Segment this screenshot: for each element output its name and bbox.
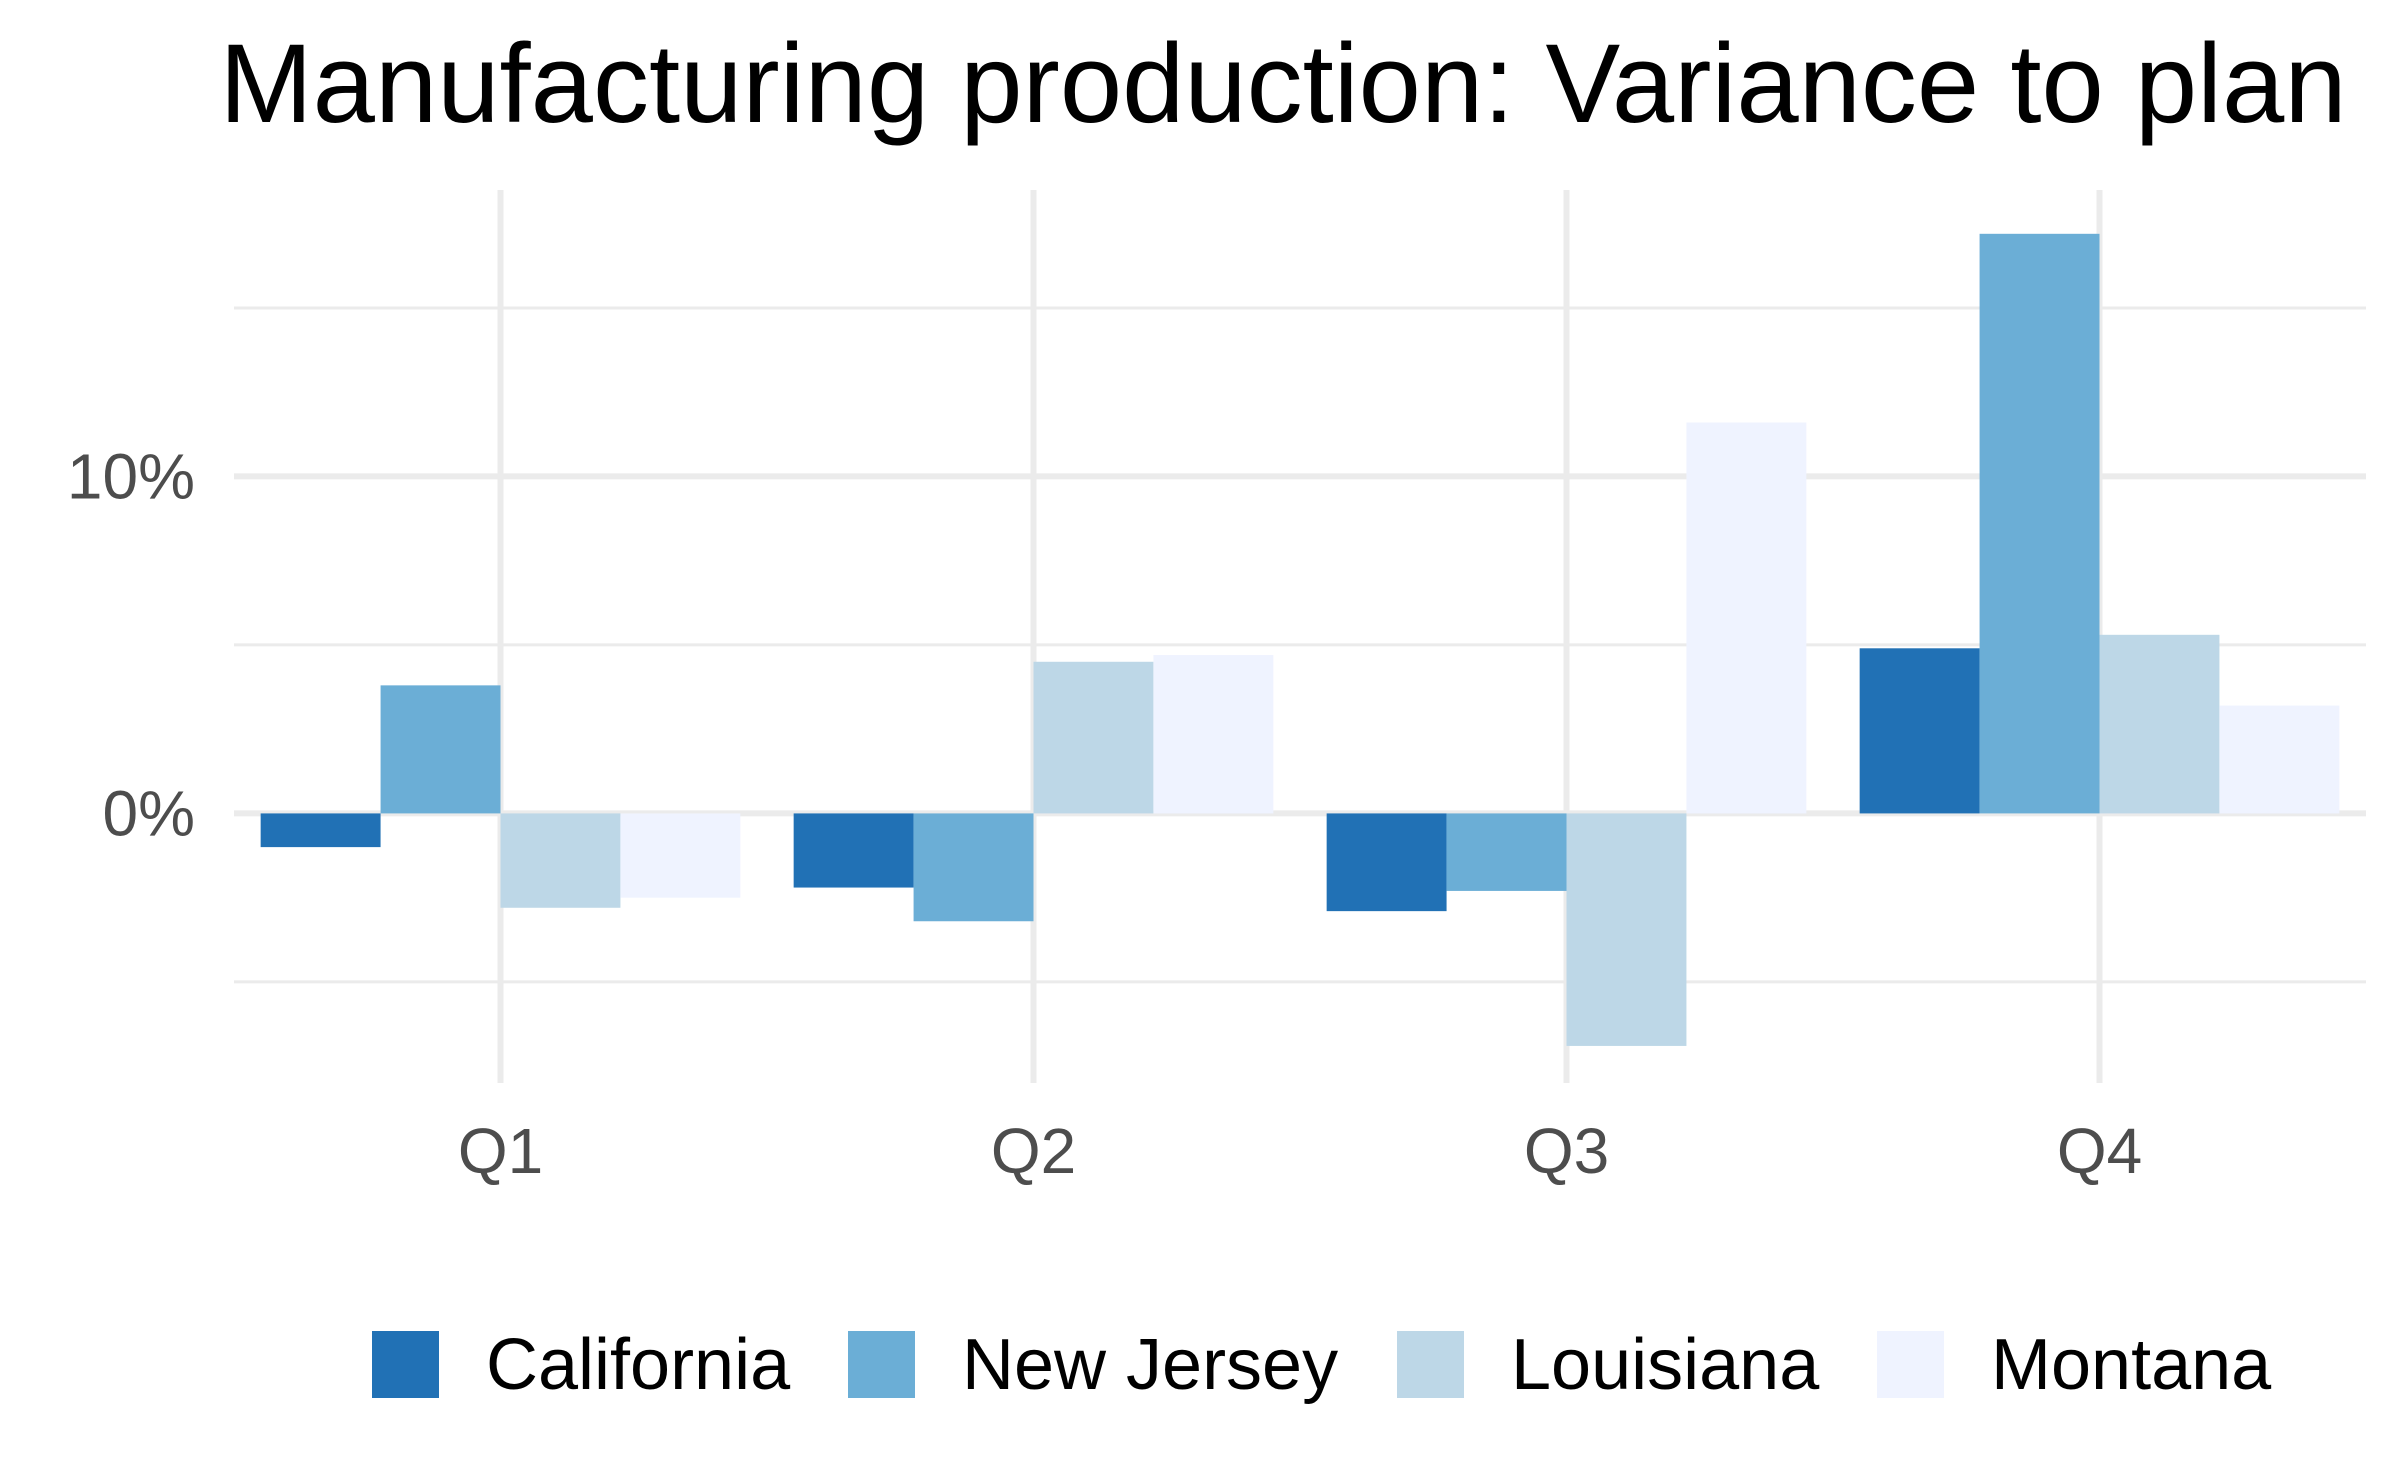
bar [1686, 422, 1807, 814]
y-tick-label: 10% [67, 440, 195, 512]
legend-label: Montana [1991, 1325, 2272, 1405]
legend: California New Jersey Louisiana Montana [372, 1325, 2272, 1405]
bars [260, 233, 2340, 1046]
bar [1153, 655, 1274, 814]
bar [793, 813, 914, 888]
bar [1326, 813, 1447, 912]
bar [1446, 813, 1567, 891]
x-tick-label: Q3 [1524, 1115, 1609, 1187]
legend-label: New Jersey [962, 1325, 1338, 1405]
legend-item: California [372, 1325, 791, 1405]
legend-swatch [372, 1331, 439, 1398]
bar [2099, 634, 2220, 814]
x-tick-label: Q2 [991, 1115, 1076, 1187]
legend-item: Montana [1877, 1325, 2272, 1405]
bar [2219, 705, 2340, 814]
bar [500, 813, 621, 908]
y-tick-label: 0% [103, 777, 196, 849]
legend-item: New Jersey [848, 1325, 1338, 1405]
bar [380, 685, 501, 814]
x-tick-label: Q4 [2057, 1115, 2142, 1187]
legend-label: California [486, 1325, 791, 1405]
legend-swatch [848, 1331, 915, 1398]
legend-label: Louisiana [1511, 1325, 1820, 1405]
bar [913, 813, 1034, 922]
x-tick-label: Q1 [458, 1115, 543, 1187]
legend-swatch [1877, 1331, 1944, 1398]
bar [1979, 233, 2100, 814]
chart-title: Manufacturing production: Variance to pl… [219, 21, 2346, 146]
legend-item: Louisiana [1397, 1325, 1820, 1405]
legend-swatch [1397, 1331, 1464, 1398]
axis-labels: 0% 10% Q1 Q2 Q3 Q4 [67, 440, 2142, 1187]
bar [1859, 648, 1980, 814]
bar [620, 813, 741, 898]
bar [1566, 813, 1687, 1046]
bar [1033, 661, 1154, 814]
bar [260, 813, 381, 848]
